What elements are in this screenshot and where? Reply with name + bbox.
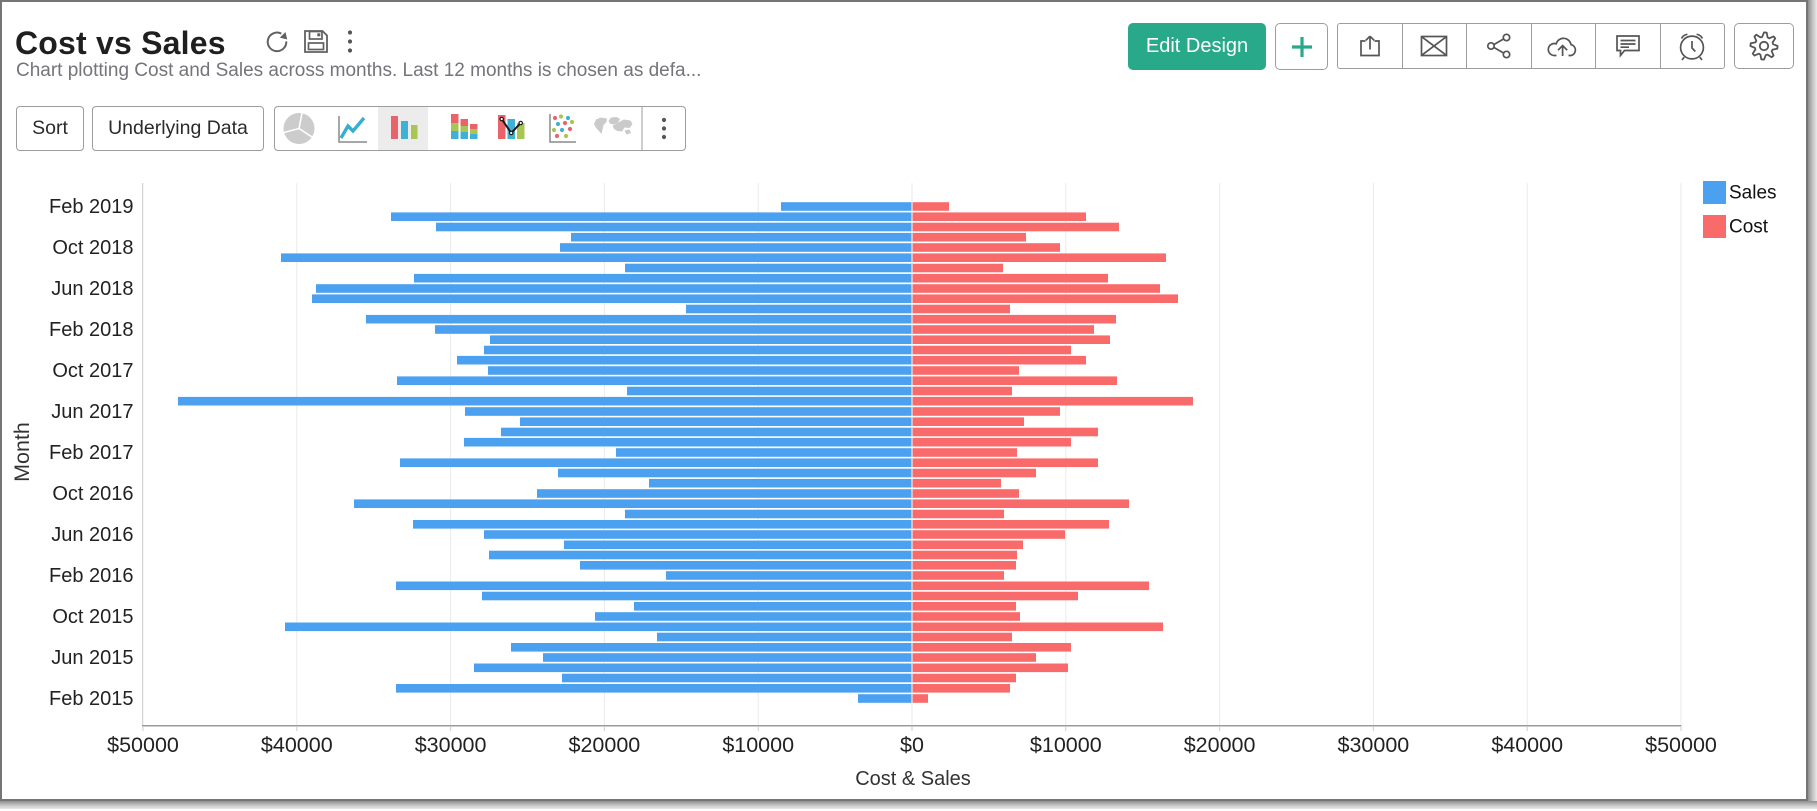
svg-text:$40000: $40000 bbox=[1491, 733, 1563, 757]
svg-text:Sales: Sales bbox=[1729, 183, 1777, 204]
svg-text:Jun 2016: Jun 2016 bbox=[51, 524, 133, 546]
svg-text:$30000: $30000 bbox=[415, 733, 487, 757]
svg-text:$0: $0 bbox=[900, 733, 924, 757]
svg-text:Oct 2015: Oct 2015 bbox=[52, 606, 133, 628]
svg-text:$20000: $20000 bbox=[1184, 733, 1256, 757]
svg-text:Oct 2018: Oct 2018 bbox=[52, 237, 133, 259]
svg-text:$50000: $50000 bbox=[1645, 733, 1717, 757]
svg-text:$40000: $40000 bbox=[261, 733, 333, 757]
svg-text:Month: Month bbox=[10, 422, 34, 482]
svg-text:Jun 2018: Jun 2018 bbox=[51, 278, 133, 300]
svg-text:$50000: $50000 bbox=[107, 733, 179, 757]
svg-text:Cost & Sales: Cost & Sales bbox=[855, 768, 971, 790]
svg-text:Feb 2015: Feb 2015 bbox=[49, 688, 134, 710]
svg-text:$10000: $10000 bbox=[1030, 733, 1102, 757]
svg-text:Jun 2017: Jun 2017 bbox=[51, 401, 133, 423]
svg-text:Feb 2019: Feb 2019 bbox=[49, 196, 134, 218]
svg-text:Cost: Cost bbox=[1729, 217, 1769, 238]
svg-text:Oct 2017: Oct 2017 bbox=[52, 360, 133, 382]
svg-text:$30000: $30000 bbox=[1338, 733, 1410, 757]
svg-text:Feb 2017: Feb 2017 bbox=[49, 442, 134, 464]
svg-text:$20000: $20000 bbox=[569, 733, 641, 757]
svg-text:Feb 2016: Feb 2016 bbox=[49, 565, 134, 587]
svg-text:$10000: $10000 bbox=[722, 733, 794, 757]
svg-text:Feb 2018: Feb 2018 bbox=[49, 319, 134, 341]
svg-text:Jun 2015: Jun 2015 bbox=[51, 647, 133, 669]
svg-text:Oct 2016: Oct 2016 bbox=[52, 483, 133, 505]
